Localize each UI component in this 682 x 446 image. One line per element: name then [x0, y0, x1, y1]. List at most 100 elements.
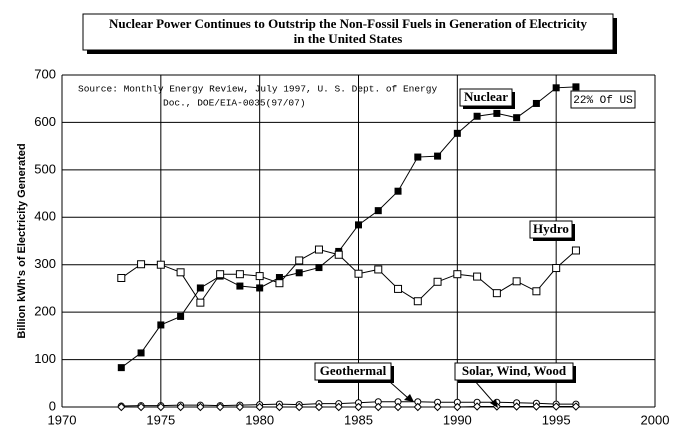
marker [235, 270, 244, 279]
marker [216, 270, 225, 279]
marker [314, 245, 323, 254]
y-tick-label: 500 [34, 161, 56, 176]
marker [473, 112, 481, 120]
series-label-box [459, 88, 513, 107]
marker [453, 129, 461, 137]
series-label-box [314, 362, 392, 381]
marker [571, 246, 580, 255]
marker [315, 264, 323, 272]
marker [256, 284, 264, 292]
chart-title: in the United States [294, 31, 403, 46]
series-label: Hydro [533, 221, 569, 236]
title-box [82, 13, 614, 51]
marker [532, 402, 541, 411]
marker [196, 284, 204, 292]
series-label: Nuclear [464, 89, 508, 104]
marker [413, 297, 422, 306]
y-tick-label: 200 [34, 304, 56, 319]
series-label-box [454, 362, 574, 381]
marker [453, 270, 462, 279]
marker [156, 260, 165, 269]
marker [512, 402, 521, 411]
x-tick-label: 1985 [344, 412, 373, 427]
marker [413, 402, 423, 412]
y-axis-label: Billion kWh's of Electricity Generated [16, 143, 28, 338]
marker [117, 364, 125, 372]
marker [472, 402, 482, 411]
marker [394, 187, 402, 195]
arrow-head [490, 399, 498, 408]
marker [394, 284, 403, 293]
marker [473, 272, 482, 281]
marker [374, 265, 383, 274]
marker [176, 268, 185, 277]
marker [176, 402, 185, 412]
marker [393, 402, 403, 412]
marker [295, 256, 304, 265]
marker [572, 83, 580, 91]
marker [156, 402, 166, 412]
y-tick-label: 300 [34, 256, 56, 271]
plot: 0 100 200 300 400 500 600 700 1970 1975 1980 1985 19… [34, 66, 669, 427]
marker [255, 402, 264, 412]
marker [414, 153, 422, 161]
marker [334, 250, 343, 259]
marker [513, 114, 521, 122]
marker [236, 282, 244, 290]
y-tick-label: 600 [34, 114, 56, 129]
marker [571, 402, 581, 411]
series-label-box [529, 220, 573, 239]
marker [453, 402, 462, 412]
marker [294, 402, 304, 412]
marker [552, 264, 561, 273]
marker [512, 277, 521, 286]
marker [354, 402, 363, 412]
marker [275, 402, 284, 412]
marker [355, 221, 362, 229]
y-tick-label: 0 [49, 398, 56, 413]
arrow [389, 381, 409, 399]
series-line [121, 86, 576, 369]
x-tick-label: 1990 [443, 412, 472, 427]
marker [117, 273, 126, 282]
y-tick-label: 100 [34, 351, 56, 366]
marker [314, 402, 324, 412]
marker [117, 402, 126, 412]
marker [433, 402, 442, 412]
marker [196, 298, 205, 307]
marker [137, 349, 145, 357]
x-tick-label: 1975 [146, 412, 175, 427]
marker [433, 277, 442, 286]
y-tick-label: 700 [34, 66, 56, 81]
arrow-head [404, 394, 414, 402]
series-line [121, 401, 576, 407]
y-tick-label: 400 [34, 209, 56, 224]
marker [235, 402, 245, 412]
marker [374, 207, 382, 215]
marker [434, 152, 442, 160]
source: Source: Monthly Energy Review, July 1997… [78, 84, 437, 95]
marker [493, 109, 501, 117]
marker [255, 272, 264, 281]
marker [551, 402, 561, 411]
marker [354, 269, 363, 278]
marker [215, 402, 225, 412]
series-label: Geothermal [320, 363, 387, 378]
x-tick-label: 1995 [542, 412, 571, 427]
x-tick-label: 1970 [48, 412, 77, 427]
annotation-box [570, 90, 636, 109]
marker [492, 289, 501, 298]
annotation: 22% Of US [573, 95, 633, 107]
marker [374, 402, 383, 412]
marker [157, 321, 165, 329]
marker [177, 312, 185, 320]
marker [552, 84, 560, 92]
x-tick-label: 2000 [641, 412, 670, 427]
series-label: Solar, Wind, Wood [462, 363, 567, 378]
marker [275, 279, 284, 288]
marker [334, 402, 343, 412]
chart-title: Nuclear Power Continues to Outstrip the … [109, 16, 587, 31]
marker [137, 260, 146, 269]
marker [136, 402, 146, 412]
